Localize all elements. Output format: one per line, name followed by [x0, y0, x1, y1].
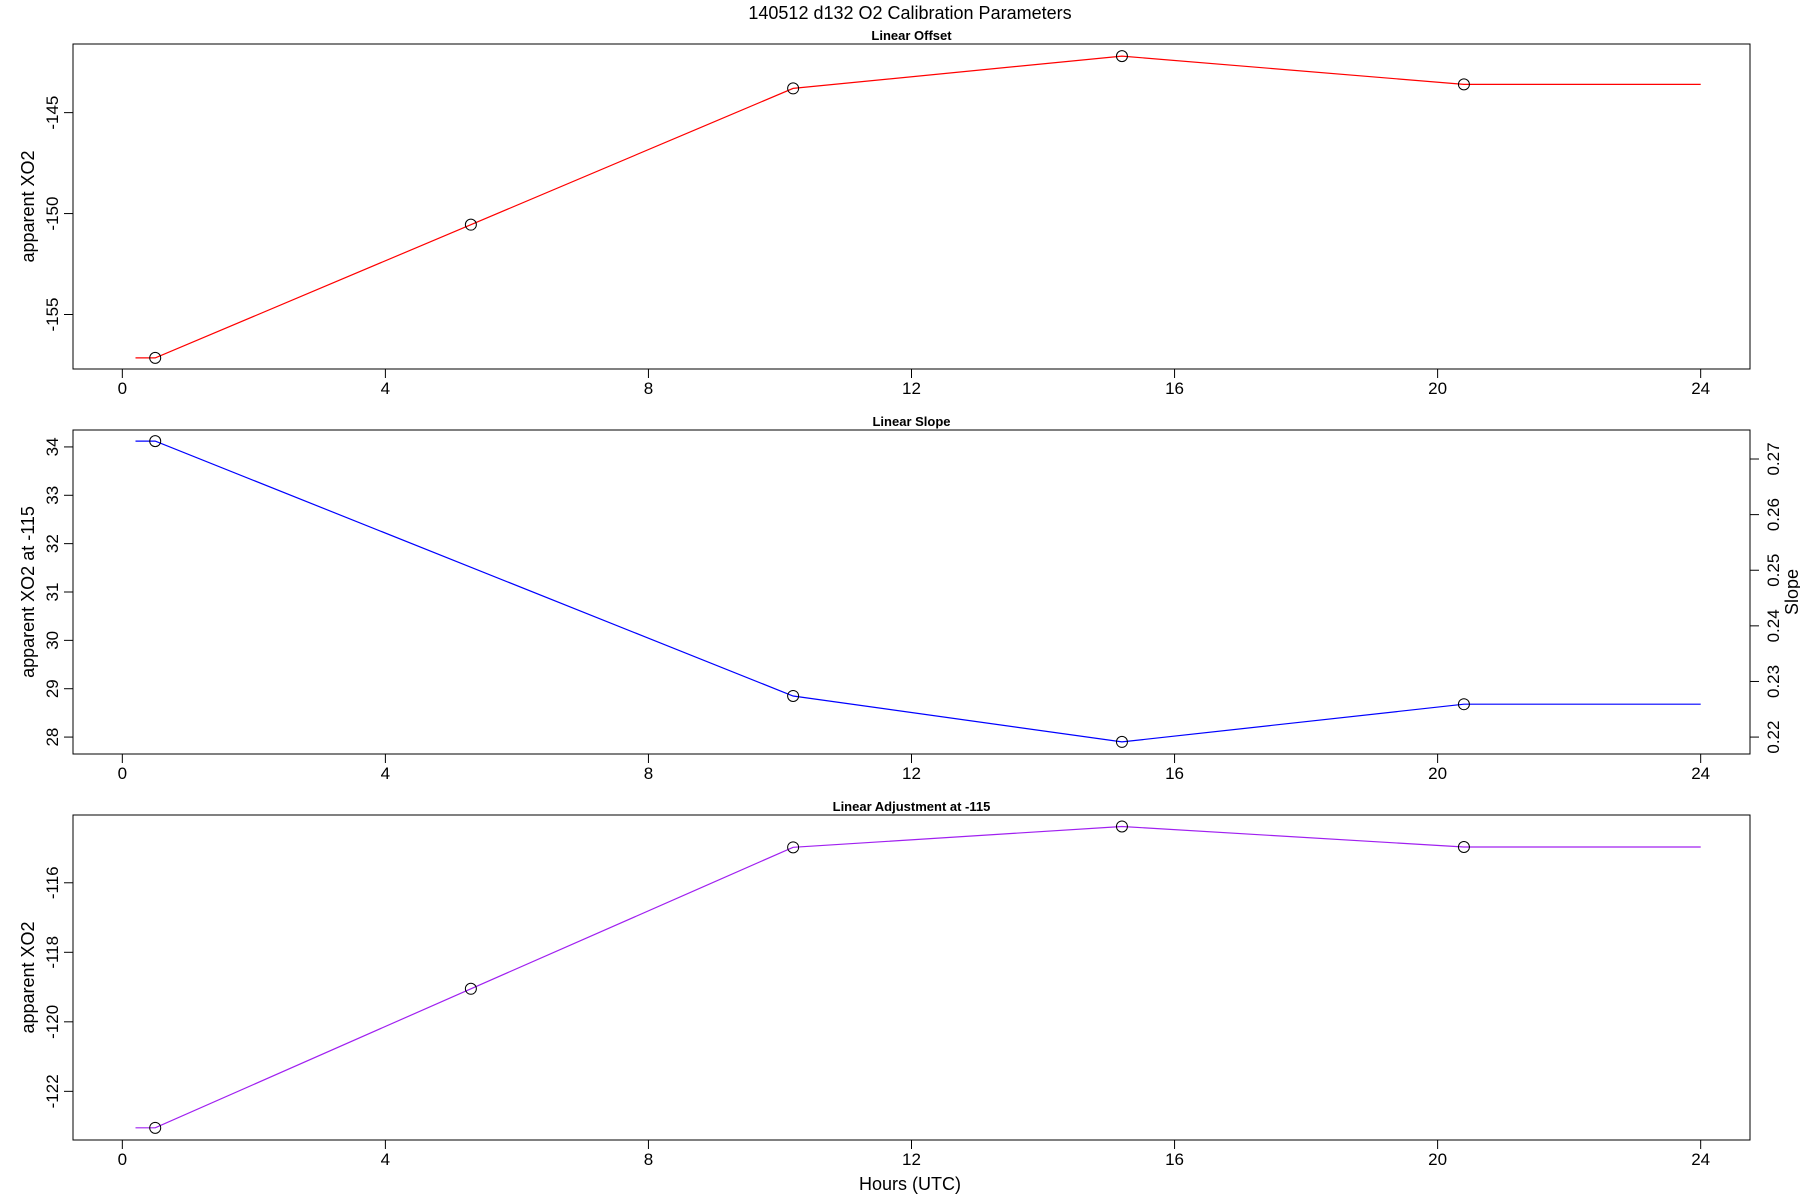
- data-point: [1457, 78, 1470, 91]
- data-point: [1115, 735, 1128, 748]
- data-point: [1115, 820, 1128, 833]
- x-tick-label: 4: [381, 1150, 390, 1169]
- data-point: [787, 689, 800, 702]
- x-tick-label: 12: [902, 1150, 921, 1169]
- panel-title: Linear Offset: [871, 28, 952, 43]
- panels: Linear Offset 0 4 8 12 16 20 24 -145 -150 -155 appa…: [18, 28, 1800, 1169]
- data-point: [464, 982, 477, 995]
- y-tick-label: -118: [43, 936, 62, 969]
- series-line: [135, 55, 1701, 359]
- right-y-tick-label: 0.27: [1764, 442, 1783, 475]
- x-tick-label: 0: [118, 379, 127, 398]
- right-y-tick-label: 0.24: [1764, 609, 1783, 642]
- data-point: [149, 1121, 162, 1134]
- x-tick-label: 8: [644, 1150, 653, 1169]
- right-y-axis-label: Slope: [1782, 569, 1800, 615]
- y-tick-label: -145: [43, 96, 62, 130]
- x-tick-label: 20: [1428, 764, 1447, 783]
- y-tick-label: 34: [43, 437, 62, 456]
- plot-frame: [72, 429, 1751, 755]
- figure-title: 140512 d132 O2 Calibration Parameters: [748, 3, 1071, 23]
- x-tick-label: 12: [902, 764, 921, 783]
- data-point: [1115, 50, 1128, 63]
- y-tick-label: 31: [43, 583, 62, 602]
- x-tick-label: 24: [1691, 379, 1710, 398]
- right-y-tick-label: 0.25: [1764, 554, 1783, 587]
- x-tick-label: 16: [1165, 764, 1184, 783]
- panel-3: Linear Adjustment at -115 0 4 8 12 16 20 24 -116…: [18, 799, 1751, 1169]
- plot-frame: [72, 43, 1751, 370]
- data-point: [787, 82, 800, 95]
- data-point: [1457, 698, 1470, 711]
- series-line: [135, 825, 1701, 1129]
- y-tick-label: -116: [43, 866, 62, 899]
- data-point: [149, 351, 162, 364]
- data-point: [464, 218, 477, 231]
- x-tick-label: 20: [1428, 1150, 1447, 1169]
- x-tick-label: 0: [118, 1150, 127, 1169]
- right-y-tick-label: 0.26: [1764, 498, 1783, 531]
- y-tick-label: 33: [43, 486, 62, 505]
- x-tick-label: 16: [1165, 1150, 1184, 1169]
- x-tick-label: 24: [1691, 1150, 1710, 1169]
- y-axis-label: apparent XO2: [18, 921, 38, 1033]
- x-tick-label: 0: [118, 764, 127, 783]
- x-tick-label: 8: [644, 379, 653, 398]
- right-y-tick-label: 0.23: [1764, 665, 1783, 698]
- y-tick-label: -155: [43, 297, 62, 331]
- x-tick-label: 16: [1165, 379, 1184, 398]
- y-tick-label: 32: [43, 534, 62, 553]
- panel-2: Linear Slope 0 4 8 12 16 20 24 28 29 30 31 32 33 34 app…: [18, 414, 1800, 783]
- x-tick-label: 4: [381, 379, 390, 398]
- panel-title: Linear Slope: [872, 414, 950, 429]
- series-line: [135, 440, 1701, 743]
- y-tick-label: 29: [43, 679, 62, 698]
- right-y-tick-label: 0.22: [1764, 721, 1783, 754]
- x-tick-label: 4: [381, 764, 390, 783]
- y-tick-label: 30: [43, 631, 62, 650]
- x-tick-label: 20: [1428, 379, 1447, 398]
- y-tick-label: -122: [43, 1074, 62, 1108]
- y-tick-label: -150: [43, 197, 62, 231]
- y-tick-label: -120: [43, 1005, 62, 1039]
- x-tick-label: 24: [1691, 764, 1710, 783]
- x-tick-label: 12: [902, 379, 921, 398]
- y-axis-label: apparent XO2 at -115: [18, 506, 38, 678]
- data-point: [1457, 840, 1470, 853]
- x-axis-label: Hours (UTC): [859, 1174, 961, 1194]
- y-axis-label: apparent XO2: [18, 150, 38, 262]
- x-tick-label: 8: [644, 764, 653, 783]
- data-point: [149, 435, 162, 448]
- panel-1: Linear Offset 0 4 8 12 16 20 24 -145 -150 -155 appa…: [18, 28, 1751, 398]
- data-point: [787, 841, 800, 854]
- panel-title: Linear Adjustment at -115: [833, 799, 991, 814]
- plot-frame: [72, 814, 1751, 1141]
- y-tick-label: 28: [43, 728, 62, 747]
